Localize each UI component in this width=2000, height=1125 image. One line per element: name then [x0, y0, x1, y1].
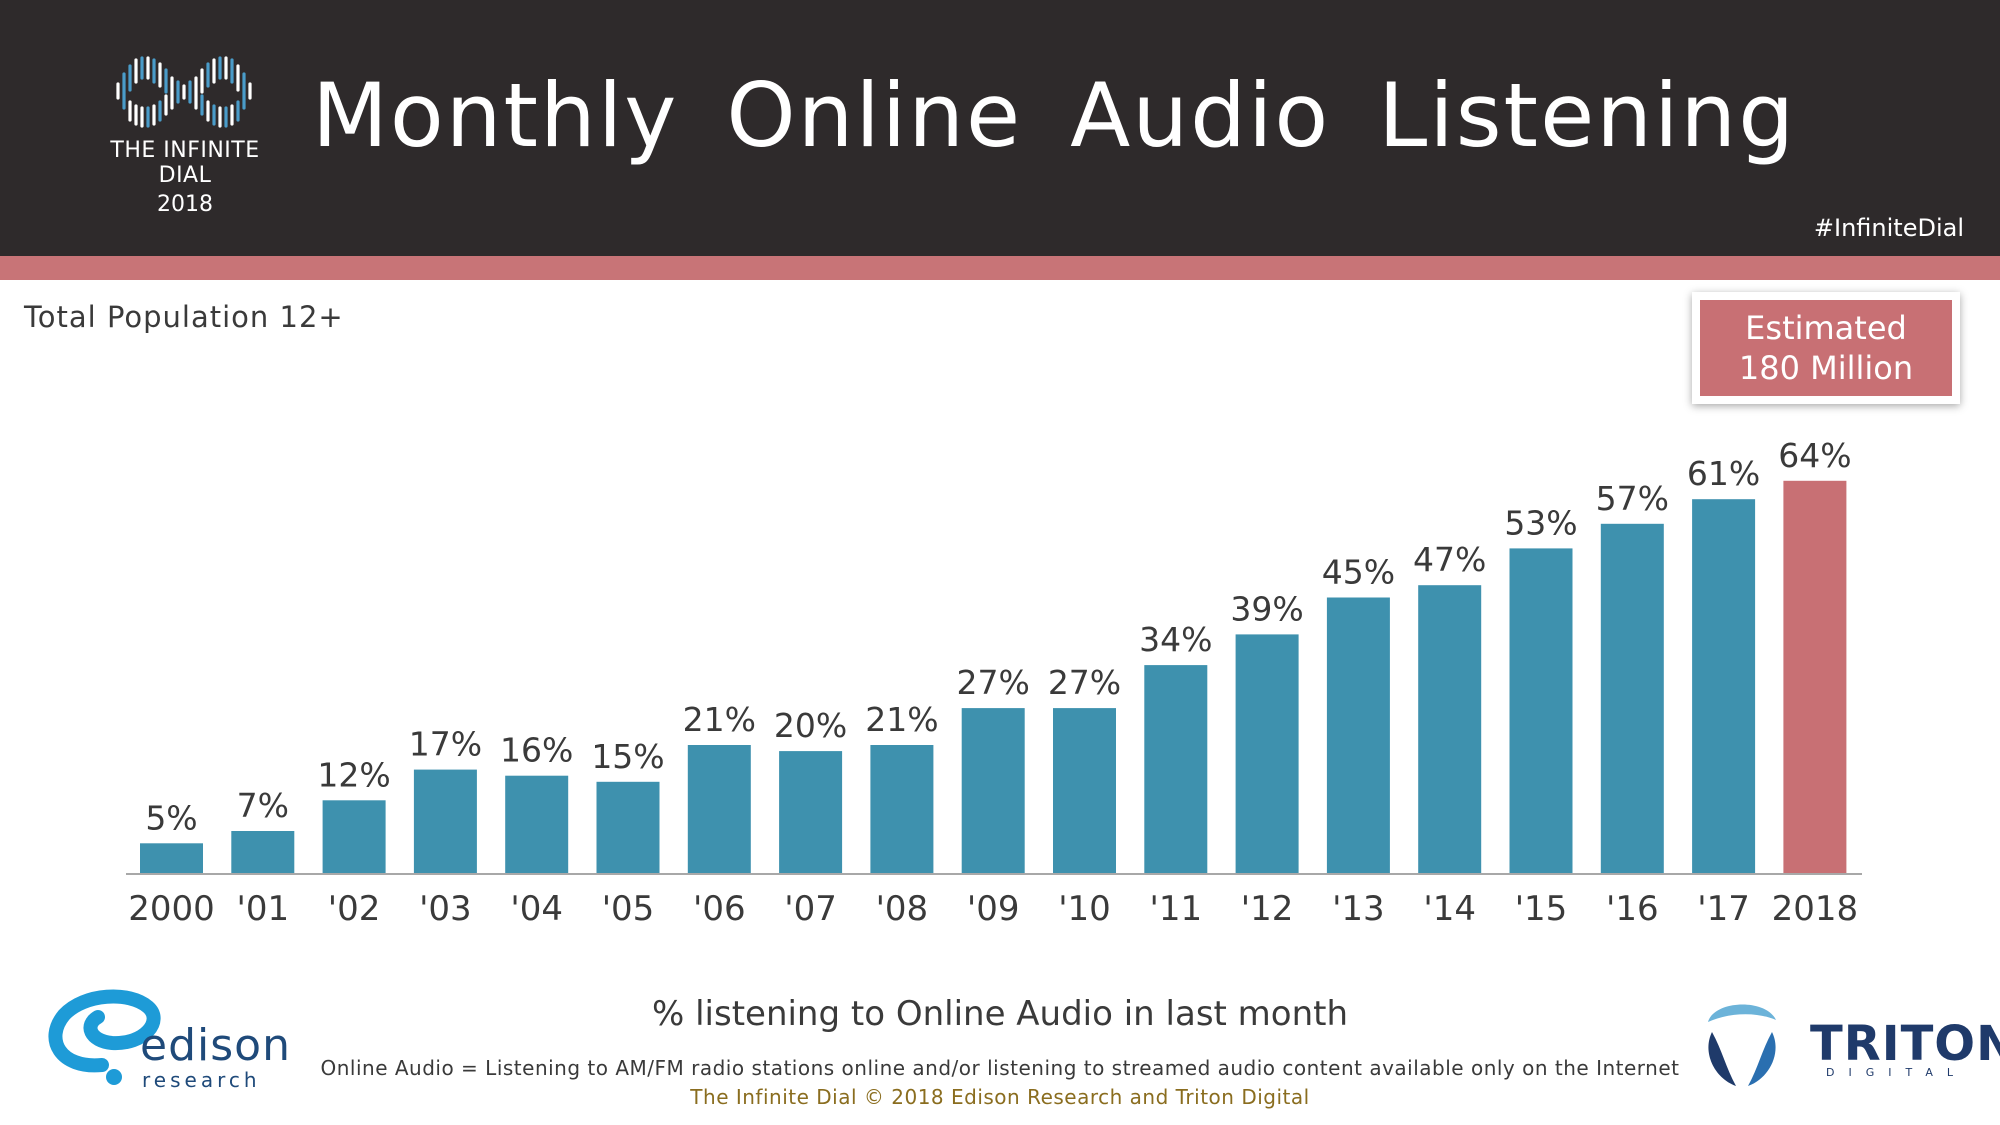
bar-2000 — [140, 843, 203, 874]
value-label: 45% — [1322, 553, 1395, 592]
x-tick-label: '05 — [602, 889, 655, 929]
value-label: 5% — [145, 798, 197, 837]
bar-17 — [1692, 499, 1756, 874]
x-tick-label: '11 — [1149, 889, 1202, 929]
x-tick-label: '04 — [510, 889, 563, 929]
bars-layer — [140, 480, 1847, 874]
x-tick-label: '06 — [693, 889, 746, 929]
edison-subtext: research — [142, 1068, 261, 1092]
copyright-text: The Infinite Dial © 2018 Edison Research… — [690, 1085, 1310, 1109]
estimate-callout-fill: Estimated 180 Million — [1700, 300, 1952, 396]
edison-wordmark: edison — [140, 1020, 291, 1071]
logo-year: 2018 — [157, 192, 213, 217]
x-tick-label: '17 — [1697, 889, 1750, 929]
value-label: 15% — [591, 737, 664, 776]
value-label: 27% — [957, 663, 1030, 702]
triton-wordmark: TRITON — [1810, 1016, 2000, 1072]
edison-swirl-icon — [48, 989, 161, 1085]
x-tick-label: '08 — [876, 889, 929, 929]
bar-07 — [779, 751, 843, 874]
value-label: 12% — [317, 755, 390, 794]
logo-caption: THE INFINITE DIAL — [110, 138, 260, 188]
value-label: 7% — [237, 786, 289, 825]
value-label: 64% — [1778, 436, 1851, 475]
bar-05 — [596, 781, 660, 874]
bar-09 — [961, 708, 1025, 874]
bar-08 — [870, 745, 934, 874]
tick-labels-layer: 2000 '01 '02 '03 '04 '05 '06 '07 '08 '09 '10 '11 '12… — [128, 889, 1858, 929]
value-label: 39% — [1230, 589, 1303, 628]
value-label: 20% — [774, 706, 847, 745]
value-labels-layer: 5% 7% 12% 17% 16% 15% 21% 20% 21% 27% 27% 34% 39% 45%… — [145, 436, 1851, 838]
bar-15 — [1509, 548, 1573, 874]
x-tick-label: '09 — [967, 889, 1020, 929]
value-label: 57% — [1596, 479, 1669, 518]
page-title: Monthly Online Audio Listening — [312, 64, 1797, 167]
infinity-wave-icon — [116, 56, 252, 128]
bar-06 — [687, 745, 751, 874]
x-tick-label: '07 — [784, 889, 837, 929]
bar-01 — [231, 831, 295, 874]
x-tick-label: '03 — [419, 889, 472, 929]
bar-04 — [505, 775, 569, 874]
hashtag-label: #InfiniteDial — [1813, 214, 1964, 242]
bar-14 — [1418, 585, 1482, 874]
x-tick-label: 2000 — [128, 889, 215, 929]
estimate-callout: Estimated 180 Million — [1692, 292, 1960, 404]
header-accent-stripe — [0, 256, 2000, 280]
x-tick-label: '12 — [1241, 889, 1294, 929]
value-label: 17% — [409, 725, 482, 764]
chart-subtitle: % listening to Online Audio in last mont… — [651, 994, 1349, 1034]
triton-subtext: DIGITAL — [1826, 1066, 1968, 1079]
x-tick-label: 2018 — [1772, 889, 1859, 929]
bar-16 — [1600, 523, 1664, 874]
definition-footnote: Online Audio = Listening to AM/FM radio … — [320, 1056, 1680, 1080]
value-label: 16% — [500, 731, 573, 770]
value-label: 47% — [1413, 540, 1486, 579]
x-tick-label: '16 — [1606, 889, 1659, 929]
estimate-line2: 180 Million — [1738, 349, 1914, 387]
value-label: 34% — [1139, 620, 1212, 659]
value-label: 53% — [1504, 503, 1577, 542]
bar-11 — [1144, 665, 1208, 874]
bar-2018 — [1783, 480, 1847, 874]
x-tick-label: '15 — [1515, 889, 1568, 929]
x-tick-label: '10 — [1058, 889, 1111, 929]
bar-13 — [1326, 597, 1390, 874]
x-tick-label: '13 — [1332, 889, 1385, 929]
estimate-line1: Estimated — [1745, 309, 1907, 347]
bar-03 — [413, 769, 477, 874]
value-label: 61% — [1687, 454, 1760, 493]
x-tick-label: '01 — [236, 889, 289, 929]
value-label: 27% — [1048, 663, 1121, 702]
triton-swirl-icon — [1708, 1004, 1776, 1086]
x-tick-label: '02 — [328, 889, 381, 929]
x-tick-label: '14 — [1423, 889, 1476, 929]
population-label: Total Population 12+ — [24, 300, 344, 334]
bar-10 — [1053, 708, 1116, 874]
bar-02 — [322, 800, 386, 874]
value-label: 21% — [865, 700, 938, 739]
header-bar — [0, 0, 2000, 256]
bar-12 — [1235, 634, 1299, 874]
bar-chart: 5% 7% 12% 17% 16% 15% 21% 20% 21% 27% 27% 34% 39% 45%… — [126, 436, 1862, 929]
value-label: 21% — [683, 700, 756, 739]
infinite-dial-logo: THE INFINITE DIAL 2018 — [90, 50, 280, 217]
